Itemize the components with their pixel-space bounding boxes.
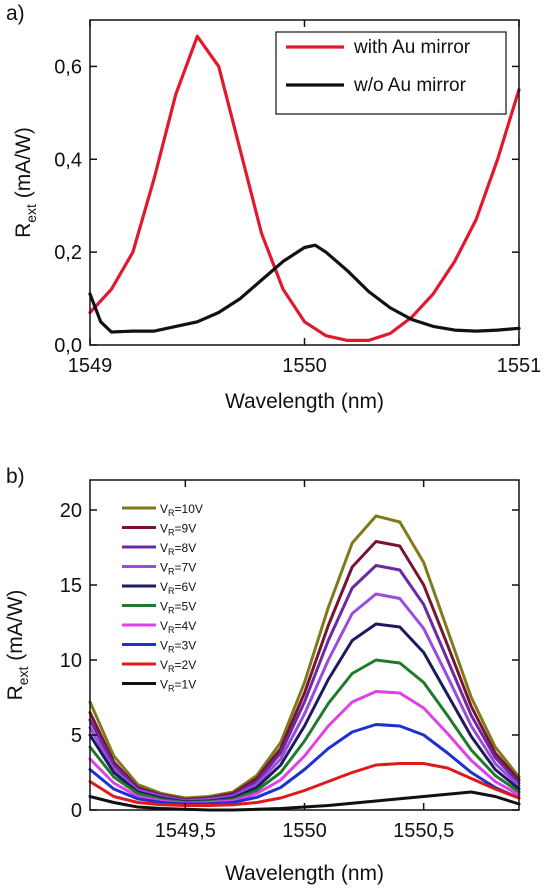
y-tick-label: 0,0 xyxy=(54,335,82,357)
x-tick-label: 1549,5 xyxy=(155,820,216,842)
legend-entry: VR=5V xyxy=(160,600,196,616)
y-axis-label: Rext (mA/W) xyxy=(12,127,39,238)
x-axis-label: Wavelength (nm) xyxy=(225,390,384,413)
y-tick-label: 0,6 xyxy=(54,56,82,78)
legend-entry: VR=4V xyxy=(160,619,196,635)
y-tick-label: 20 xyxy=(60,500,82,522)
legend-entry: w/o Au mirror xyxy=(353,75,467,96)
x-axis-label: Wavelength (nm) xyxy=(225,862,384,885)
series-line-1 xyxy=(88,34,521,342)
y-tick-label: 0,4 xyxy=(54,149,82,171)
legend: with Au mirror w/o Au mirror xyxy=(275,31,507,115)
legend-entry: VR=6V xyxy=(160,580,196,596)
panel-a-chart: a) 1549 1550 1551 0,0 0,2 0,4 0,6 Wavelength (nm… xyxy=(6,2,541,413)
legend-entry: VR=7V xyxy=(160,561,196,577)
legend-entry: VR=2V xyxy=(160,658,196,674)
y-tick-label: 10 xyxy=(60,650,82,672)
legend-entry: with Au mirror xyxy=(353,37,471,58)
legend-entry: VR=9V xyxy=(160,522,196,538)
series-line-2 xyxy=(88,243,521,334)
series-line-9 xyxy=(88,762,521,807)
y-axis-label: Rext (mA/W) xyxy=(4,590,31,701)
y-tick-label: 15 xyxy=(60,575,82,597)
x-tick-label: 1549 xyxy=(68,355,113,377)
series-line-2 xyxy=(88,540,521,801)
legend-entry: VR=1V xyxy=(160,678,196,694)
legend: VR=10V VR=9V VR=8V VR=7V VR=6V VR=5V VR=4V VR=3… xyxy=(122,502,203,694)
x-tick-label: 1550 xyxy=(282,355,327,377)
y-tick-label: 0 xyxy=(71,800,82,822)
legend-entry: VR=8V xyxy=(160,541,196,557)
legend-entry: VR=3V xyxy=(160,639,196,655)
y-tick-label: 5 xyxy=(71,725,82,747)
panel-b-chart: b) 1549,5 1550 1550,5 0 5 10 15 20 Wavelength (nm… xyxy=(4,465,521,885)
y-tick-label: 0,2 xyxy=(54,242,82,264)
x-tick-label: 1550 xyxy=(282,820,327,842)
x-tick-label: 1551 xyxy=(497,355,542,377)
panel-label: a) xyxy=(6,2,25,25)
legend-entry: VR=10V xyxy=(160,502,203,518)
series-line-8 xyxy=(88,723,521,806)
panel-label: b) xyxy=(6,465,25,488)
x-tick-label: 1550,5 xyxy=(393,820,454,842)
